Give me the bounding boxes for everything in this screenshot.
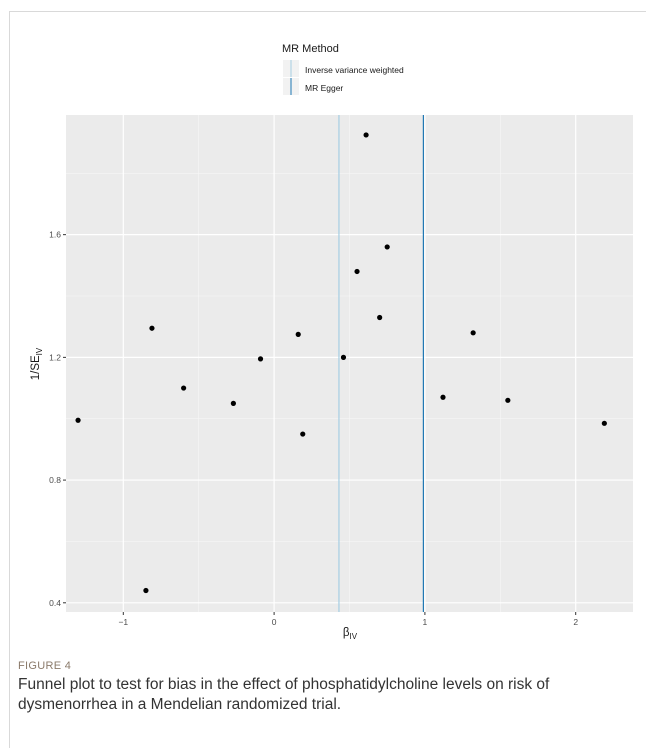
- x-axis-label-main: β: [343, 627, 350, 639]
- x-axis-ticks: −1 0 1 2: [118, 612, 578, 627]
- data-point: [354, 268, 360, 275]
- data-point: [363, 132, 369, 138]
- data-point: [440, 394, 446, 400]
- x-axis-label-sub: IV: [350, 632, 358, 641]
- figure-caption-text: Funnel plot to test for bias in the effe…: [18, 676, 550, 713]
- data-point: [181, 385, 187, 391]
- y-tick-label: 1.2: [49, 352, 61, 362]
- data-point: [505, 397, 511, 403]
- figure-caption: FIGURE 4 Funnel plot to test for bias in…: [18, 660, 628, 715]
- data-point: [300, 431, 306, 437]
- data-points: [75, 132, 607, 594]
- y-axis-label: 1/SEIV: [30, 347, 44, 380]
- x-tick-label: 2: [573, 617, 578, 627]
- method-lines: [338, 115, 424, 612]
- data-point: [384, 244, 390, 250]
- grid-minor: [66, 115, 633, 612]
- y-axis-ticks: 0.4 0.8 1.2 1.6: [49, 230, 66, 608]
- legend-title: MR Method: [282, 43, 339, 55]
- y-tick-label: 1.6: [49, 230, 61, 240]
- y-axis-label-main: 1/SE: [30, 355, 42, 380]
- data-point: [149, 325, 155, 331]
- legend-label-egger: MR Egger: [305, 83, 343, 93]
- x-tick-label: 0: [272, 617, 277, 627]
- x-axis-label: βIV: [343, 627, 358, 641]
- legend-label-ivw: Inverse variance weighted: [305, 65, 404, 75]
- x-tick-label: 1: [423, 617, 428, 627]
- y-axis-label-sub: IV: [35, 347, 44, 355]
- y-tick-label: 0.8: [49, 475, 61, 485]
- data-point: [601, 420, 607, 426]
- data-point: [377, 314, 383, 321]
- figure-label: FIGURE 4: [18, 660, 72, 672]
- x-tick-label: −1: [118, 617, 128, 627]
- data-point: [340, 354, 347, 360]
- data-point: [295, 331, 301, 337]
- y-tick-label: 0.4: [49, 598, 61, 608]
- data-point: [230, 400, 236, 406]
- data-point: [75, 417, 81, 423]
- data-point: [143, 587, 149, 594]
- funnel-plot: MR Method Inverse variance weighted MR E…: [30, 43, 633, 641]
- legend: MR Method Inverse variance weighted MR E…: [282, 43, 404, 95]
- data-point: [470, 330, 476, 336]
- data-point: [257, 356, 264, 362]
- grid-major: [66, 115, 633, 612]
